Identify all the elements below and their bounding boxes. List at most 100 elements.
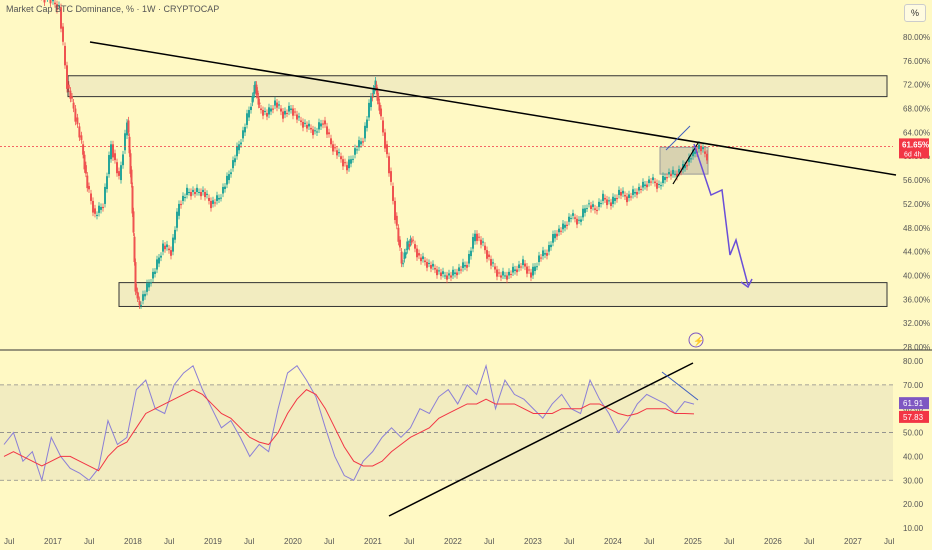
candle-body [152,271,154,279]
candle-body [129,153,132,174]
candle-body [69,90,72,99]
candle-body [428,262,430,264]
candle-body [136,291,139,299]
candle-body [258,102,261,105]
candle-body [178,203,180,216]
candle-body [150,282,152,284]
candle-body [104,186,106,204]
candle-body [71,96,73,99]
candle-body [420,257,422,262]
candle-body [377,96,380,101]
candle-body [278,104,280,106]
candle-body [310,127,312,130]
candle-body [414,244,416,249]
candle-body [282,111,284,119]
percent-scale-button[interactable]: % [904,4,926,22]
candle-body [618,189,620,195]
x-tick-label: Jul [164,537,174,546]
candle-body [352,158,354,160]
wedge-line [665,125,691,151]
candle-body [410,241,413,243]
y-tick-label: 36.00% [903,295,930,304]
candle-body [304,122,306,124]
candle-body [156,259,158,270]
candle-body [135,287,138,290]
candle-body [356,149,358,151]
candle-body [120,165,122,181]
candle-body [630,196,632,198]
rsi-ascending-trendline [388,362,694,517]
candle-body [490,259,492,266]
y-tick-label: 48.00% [903,224,930,233]
candle-body [88,186,90,190]
candle-body [320,123,322,127]
candle-body [460,269,462,271]
candle-body [366,119,368,128]
candle-body [324,120,326,125]
candle-body [480,239,482,245]
rsi-y-tick-label: 30.00 [903,476,924,485]
candle-body [496,269,498,277]
candle-body [370,96,372,108]
candle-body [127,120,130,133]
candle-body [652,177,654,181]
y-tick-label: 32.00% [903,319,930,328]
candle-body [138,300,141,306]
candle-body [242,130,244,139]
candle-body [580,219,582,222]
x-tick-label: 2018 [124,537,142,546]
x-tick-label: 2020 [284,537,302,546]
candle-body [284,110,286,115]
candle-body [458,267,460,271]
y-tick-label: 76.00% [903,57,930,66]
candle-body [706,153,708,161]
candle-body [64,45,66,66]
candle-body [56,4,58,10]
x-tick-label: 2025 [684,537,702,546]
candle-body [450,275,452,278]
candle-body [286,113,288,115]
candle-body [266,113,268,117]
candle-body [264,110,266,112]
candle-body [382,120,384,133]
rsi-ma-label: 57.83 [903,413,924,422]
candle-body [360,141,362,145]
candle-body [160,255,162,258]
candle-body [640,189,642,191]
candle-body [478,236,480,238]
candle-body [208,197,210,201]
candle-body [90,193,92,201]
candle-body [598,201,600,207]
candle-body [510,273,512,275]
x-tick-label: Jul [4,537,14,546]
candle-body [118,171,120,176]
candle-body [174,229,176,240]
candle-body [330,138,332,145]
candle-body [554,233,556,239]
candle-body [558,228,560,233]
candle-body [662,175,664,184]
candle-body [464,265,466,267]
support-zone [118,282,888,307]
rsi-ma-line [3,389,695,472]
x-tick-label: 2021 [364,537,382,546]
candle-body [614,197,616,201]
candle-body [86,175,89,189]
candle-body [314,130,316,132]
candle-body [556,233,558,237]
candle-body [532,266,534,276]
candle-body [192,189,194,192]
wedge-support-line [672,142,699,185]
candle-body [186,187,188,195]
candle-body [600,203,602,205]
candle-body [570,217,572,219]
candle-body [498,272,500,274]
candle-body [340,156,342,160]
candle-body [388,156,390,174]
candle-body [60,7,62,29]
candle-body [476,233,478,241]
projection-path [693,143,749,286]
candle-body [536,266,538,268]
candle-body [434,268,436,270]
